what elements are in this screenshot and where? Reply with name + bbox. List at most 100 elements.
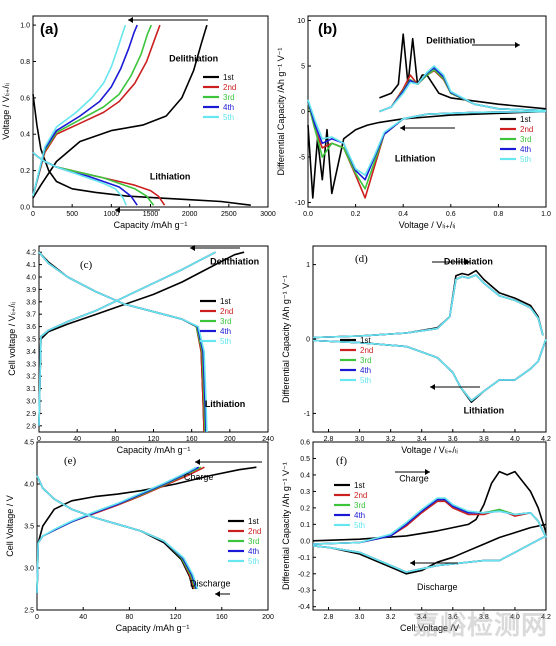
y-tick-label: 0.8	[20, 59, 30, 66]
y-tick-label: 3.7	[26, 312, 36, 319]
x-tick-label: 3.6	[448, 614, 458, 621]
legend-label-3rd: 3rd	[354, 501, 366, 510]
legend-label-2nd: 2nd	[220, 307, 233, 316]
y-tick-label: -0.3	[298, 588, 310, 595]
y-tick-label: 0.2	[300, 505, 310, 512]
y-tick-label: -5	[299, 154, 305, 161]
legend-label-4th: 4th	[520, 145, 531, 154]
x-tick-label: 3.2	[386, 436, 396, 443]
panel-label: (d)	[355, 253, 368, 265]
series-line-1st	[32, 94, 251, 206]
series-line-1st	[36, 466, 257, 594]
y-tick-label: 0.1	[300, 522, 310, 529]
legend-label-4th: 4th	[223, 103, 234, 112]
y-axis-label: Cell voltage / Vₗᵢ₊/ₗᵢ	[7, 302, 17, 376]
series-line-3rd	[38, 251, 206, 433]
x-tick-label: 500	[66, 211, 78, 218]
x-tick-label: 0	[37, 436, 41, 443]
y-tick-label: -0.1	[298, 555, 310, 562]
y-tick-label: 0.5	[300, 456, 310, 463]
x-tick-label: 2000	[182, 211, 198, 218]
legend-label-2nd: 2nd	[248, 527, 261, 536]
y-tick-label: 0.6	[20, 95, 30, 102]
panel-label: (e)	[64, 455, 77, 467]
legend-label-3rd: 3rd	[248, 537, 260, 546]
x-tick-label: 3.2	[386, 614, 396, 621]
y-tick-label: 0.2	[20, 168, 30, 175]
legend-label-2nd: 2nd	[360, 346, 373, 355]
y-tick-label: -0.2	[298, 571, 310, 578]
x-tick-label: 3.8	[479, 436, 489, 443]
y-tick-label: 2.8	[26, 423, 36, 430]
y-tick-label: 2.9	[26, 411, 36, 418]
watermark-text: 嘉峪检测网	[412, 611, 548, 641]
y-tick-label: 4.2	[26, 250, 36, 257]
legend-label-1st: 1st	[248, 517, 259, 526]
x-tick-label: 4.2	[541, 614, 551, 621]
x-tick-label: 4.0	[510, 614, 520, 621]
series-line-1st	[38, 251, 245, 426]
legend-label-3rd: 3rd	[220, 317, 232, 326]
legend-label-3rd: 3rd	[520, 135, 532, 144]
x-tick-label: 40	[73, 436, 81, 443]
x-tick-label: 200	[262, 614, 274, 621]
y-tick-label: 3.5	[24, 524, 34, 531]
x-tick-label: 240	[262, 436, 274, 443]
arrow-head	[430, 384, 435, 390]
arrow-head	[128, 17, 133, 23]
arrow-head	[410, 560, 415, 566]
arrow-head	[195, 459, 200, 465]
annotation-text: Lithiation	[205, 399, 246, 409]
x-axis-label: Capacity /mAh g⁻¹	[116, 623, 190, 633]
annotation-text: Lithiation	[464, 405, 505, 415]
series-line-4th	[38, 251, 207, 433]
x-tick-label: 3.6	[448, 436, 458, 443]
x-tick-label: 0.8	[494, 211, 504, 218]
series-line-2nd	[38, 251, 205, 433]
series-line-4th	[312, 498, 547, 545]
legend-label-4th: 4th	[248, 547, 259, 556]
series-line-4th	[36, 475, 198, 590]
x-axis-label: Capacity /mAh g⁻¹	[114, 220, 188, 230]
legend-label-1st: 1st	[360, 336, 371, 345]
series-line-1st	[36, 475, 194, 590]
annotation-text: Delithiation	[210, 257, 259, 267]
series-line-5th	[312, 535, 547, 573]
legend-label-5th: 5th	[520, 155, 531, 164]
arrow-head	[515, 42, 520, 48]
series-line-2nd	[312, 500, 547, 545]
y-tick-label: 3.5	[26, 337, 36, 344]
y-tick-label: 3.1	[26, 386, 36, 393]
y-tick-label: 2.5	[24, 608, 34, 615]
legend-label-5th: 5th	[223, 113, 234, 122]
x-tick-label: 2.8	[324, 436, 334, 443]
series-line-5th	[36, 466, 197, 594]
annotation-text: Delithiation	[426, 35, 475, 45]
x-tick-label: 3000	[260, 211, 276, 218]
x-tick-label: 120	[148, 436, 160, 443]
y-tick-label: 0.0	[20, 205, 30, 212]
series-line-4th	[379, 67, 547, 113]
annotation-text: Charge	[184, 472, 214, 482]
x-tick-label: 2.8	[324, 614, 334, 621]
annotation-text: Lithiation	[150, 172, 191, 182]
legend-label-4th: 4th	[360, 366, 371, 375]
x-tick-label: 40	[79, 614, 87, 621]
y-tick-label: 3.9	[26, 287, 36, 294]
y-tick-label: 4.0	[24, 482, 34, 489]
y-tick-label: 4.1	[26, 262, 36, 269]
series-line-5th	[36, 475, 199, 590]
x-axis-label: Voltage / Vₗᵢ₊/ₗᵢ	[401, 445, 458, 455]
series-line-5th	[32, 151, 127, 206]
x-tick-label: 160	[186, 436, 198, 443]
series-line-1st	[312, 523, 547, 575]
y-tick-label: 3.3	[26, 361, 36, 368]
legend-label-3rd: 3rd	[223, 93, 235, 102]
legend-label-1st: 1st	[220, 297, 231, 306]
annotation-text: Discharge	[190, 578, 231, 588]
series-line-5th	[312, 274, 544, 339]
series-line-2nd	[32, 24, 161, 197]
series-line-3rd	[307, 102, 547, 190]
